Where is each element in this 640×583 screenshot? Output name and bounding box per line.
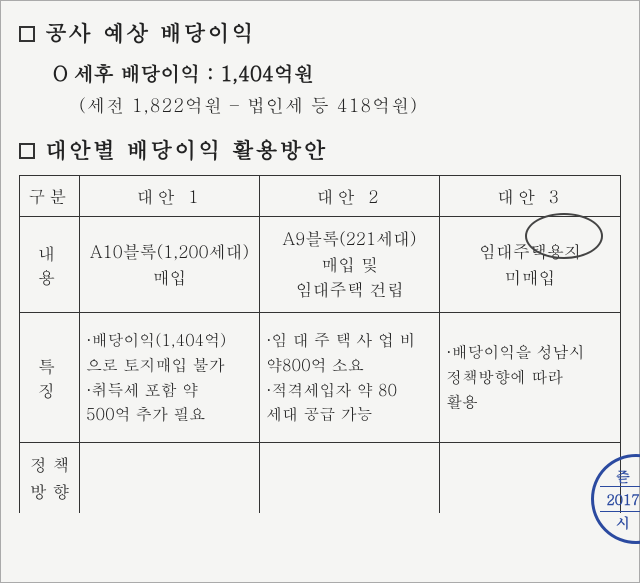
stamp-top: 즏 [616,466,630,486]
stamp-year: 2017 [600,486,640,512]
circle-bullet-icon: O [53,58,68,87]
cell: ·배당이익(1,404억) 으로 토지매입 불가 ·취득세 포함 약 500억 … [80,313,260,443]
cell: ·배당이익을 성남시 정책방향에 따라 활용 [440,313,621,443]
cell: A10블록(1,200세대) 매입 [80,217,260,313]
section2-title: 대안별 배당이익 활용방안 [45,134,328,165]
table-header-row: 구분 대안 1 대안 2 대안 3 [20,176,621,217]
section1-subtext: 세후 배당이익 : 1,404억원 [74,58,314,87]
section1-paren: (세전 1,822억원 – 법인세 등 418억원) [79,93,621,118]
th-alt2: 대안 2 [260,176,440,217]
alternatives-table: 구분 대안 1 대안 2 대안 3 내 용 A10블록(1,200세대) 매입 … [19,175,621,513]
th-gubun: 구분 [20,176,80,217]
cell: 임대주택용지 미매입 [440,217,621,313]
row-label-feature: 특 징 [20,313,80,443]
cell [260,443,440,514]
bullet-box-icon [19,143,35,159]
section1-title: 공사 예상 배당이익 [45,17,256,48]
table-row: 특 징 ·배당이익(1,404억) 으로 토지매입 불가 ·취득세 포함 약 5… [20,313,621,443]
section1-header: 공사 예상 배당이익 [19,17,621,48]
table-row: 내 용 A10블록(1,200세대) 매입 A9블록(221세대) 매입 및 임… [20,217,621,313]
th-alt1: 대안 1 [80,176,260,217]
bullet-box-icon [19,26,35,42]
cell: ·임 대 주 택 사 업 비 약800억 소요 ·적격세입자 약 80 세대 공… [260,313,440,443]
row-label-content: 내 용 [20,217,80,313]
row-label-policy: 정 책 방 향 [20,443,80,514]
section2-header: 대안별 배당이익 활용방안 [19,134,621,165]
section1-subline: O세후 배당이익 : 1,404억원 [53,58,621,87]
table-row: 정 책 방 향 [20,443,621,514]
th-alt3: 대안 3 [440,176,621,217]
stamp-bottom: 시 [616,512,630,532]
cell [80,443,260,514]
cell: A9블록(221세대) 매입 및 임대주택 건립 [260,217,440,313]
